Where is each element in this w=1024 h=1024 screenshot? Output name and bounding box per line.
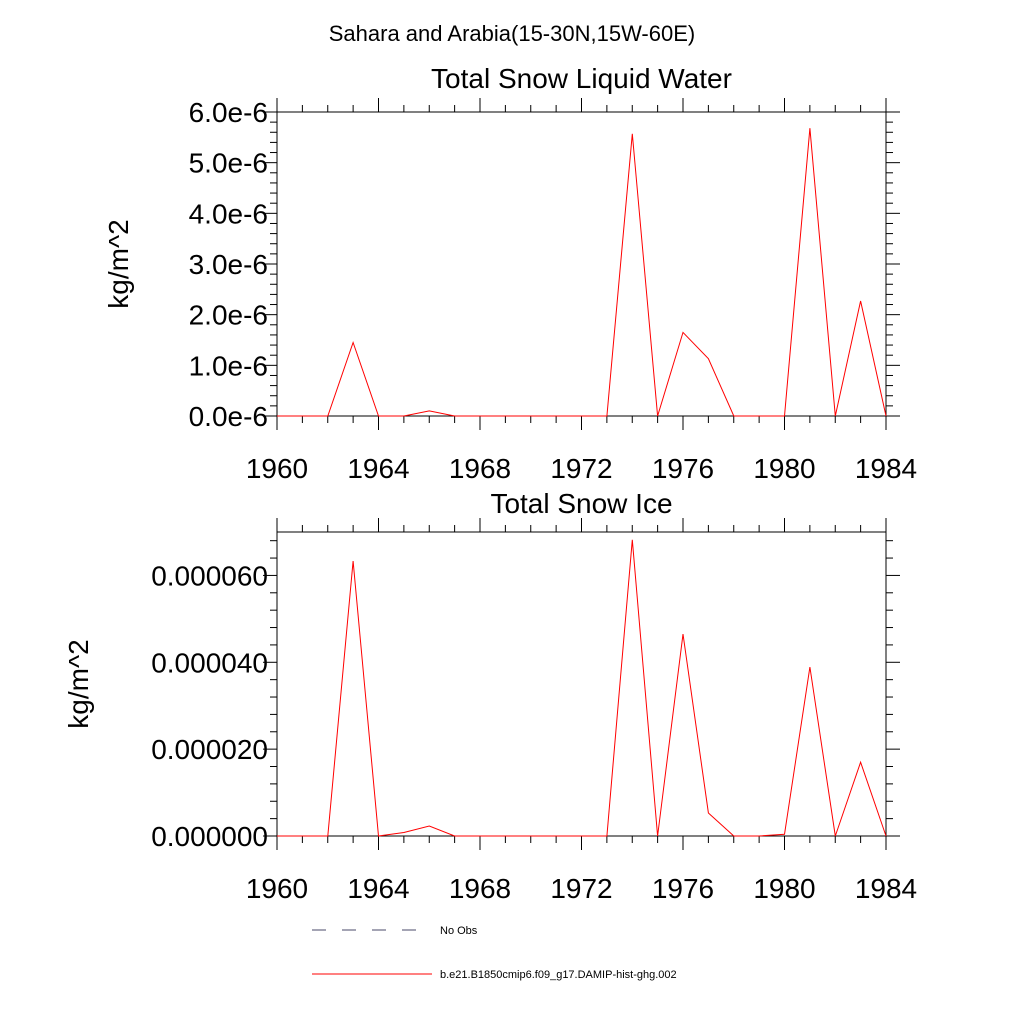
x-tick-label: 1980 xyxy=(753,873,815,904)
y-tick-label: 6.0e-6 xyxy=(189,97,268,128)
legend-no-obs-label: No Obs xyxy=(440,925,478,937)
y-tick-label: 2.0e-6 xyxy=(189,300,268,331)
y-tick-label: 4.0e-6 xyxy=(189,198,268,229)
legend-model-label: b.e21.B1850cmip6.f09_g17.DAMIP-hist-ghg.… xyxy=(440,969,677,981)
y-axis-label: kg/m^2 xyxy=(103,219,134,308)
liquid-water-panel: Total Snow Liquid Water kg/m^2 1960 1964 196… xyxy=(103,63,917,484)
y-tick-label: 0.000040 xyxy=(151,647,268,678)
x-tick-label: 1972 xyxy=(550,873,612,904)
x-tick-label: 1968 xyxy=(449,873,511,904)
x-tick-label: 1984 xyxy=(855,873,917,904)
x-tick-label: 1960 xyxy=(246,873,308,904)
y-axis-label: kg/m^2 xyxy=(63,639,94,728)
series-line xyxy=(277,128,887,417)
legend: No Obs b.e21.B1850cmip6.f09_g17.DAMIP-hi… xyxy=(312,925,677,981)
x-tick-label: 1960 xyxy=(246,453,308,484)
snow-ice-panel: Total Snow Ice kg/m^2 1960 1964 1968 1972 1976… xyxy=(63,488,917,904)
x-tick-label: 1980 xyxy=(753,453,815,484)
x-tick-label: 1984 xyxy=(855,453,917,484)
plot-frame xyxy=(276,531,887,837)
y-tick-label: 3.0e-6 xyxy=(189,249,268,280)
series-line xyxy=(277,539,887,837)
y-tick-label: 5.0e-6 xyxy=(189,148,268,179)
y-tick-label: 0.0e-6 xyxy=(189,401,268,432)
panel-title: Total Snow Liquid Water xyxy=(431,63,732,94)
y-tick-label: 0.000060 xyxy=(151,560,268,591)
x-tick-label: 1976 xyxy=(652,873,714,904)
x-tick-label: 1972 xyxy=(550,453,612,484)
panel-title: Total Snow Ice xyxy=(490,488,672,519)
x-tick-label: 1964 xyxy=(347,453,409,484)
x-tick-label: 1976 xyxy=(652,453,714,484)
y-tick-label: 0.000020 xyxy=(151,734,268,765)
x-tick-label: 1964 xyxy=(347,873,409,904)
x-tick-label: 1968 xyxy=(449,453,511,484)
y-tick-label: 1.0e-6 xyxy=(189,350,268,381)
figure-suptitle: Sahara and Arabia(15-30N,15W-60E) xyxy=(329,21,695,46)
y-tick-label: 0.000000 xyxy=(151,821,268,852)
plot-frame xyxy=(276,111,887,417)
